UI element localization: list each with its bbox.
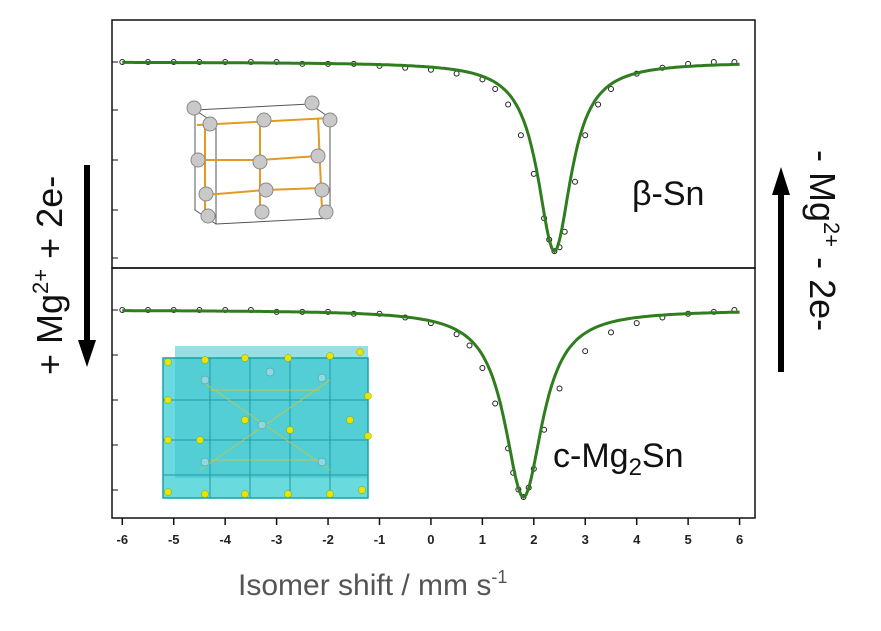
x-tick-label: 4 — [633, 532, 641, 547]
oxidation-arrow — [772, 167, 790, 372]
x-tick-label: -3 — [271, 532, 283, 547]
data-point — [517, 132, 524, 139]
x-axis-label: Isomer shift / mm s-1 — [238, 567, 507, 602]
x-tick-label: 6 — [736, 532, 743, 547]
beta-sn-structure-image — [186, 95, 338, 225]
oxidation-label: - Mg2+ - 2e- — [802, 150, 844, 331]
data-point — [608, 329, 614, 336]
data-point — [608, 86, 614, 92]
y-ticks — [112, 61, 118, 491]
x-tick-label: 2 — [530, 532, 537, 547]
data-point — [453, 331, 460, 338]
reduction-label: + Mg2+ + 2e- — [28, 176, 70, 375]
data-point — [520, 494, 527, 500]
mg2sn-label: c-Mg2Sn — [553, 437, 684, 481]
x-axis: -6 -5 -4 -3 -2 -1 0 1 2 3 4 5 6 — [117, 518, 743, 547]
data-point — [556, 385, 563, 392]
x-tick-label: 3 — [582, 532, 589, 547]
data-point — [505, 101, 512, 108]
x-tick-label: 0 — [427, 532, 434, 547]
data-point — [582, 132, 589, 139]
beta-sn-data-points — [119, 59, 738, 255]
beta-sn-label: β-Sn — [632, 175, 704, 213]
x-tick-label: -5 — [168, 532, 180, 547]
data-point — [551, 248, 558, 255]
x-tick-label: -1 — [374, 532, 386, 547]
x-tick-label: -2 — [322, 532, 334, 547]
data-point — [572, 178, 578, 185]
x-tick-label: 1 — [479, 532, 486, 547]
mg2sn-structure-image — [162, 346, 372, 499]
x-tick-label: 5 — [685, 532, 692, 547]
data-point — [453, 70, 460, 77]
x-tick-label: -6 — [117, 532, 129, 547]
x-tick-label: -4 — [219, 532, 231, 547]
data-point — [492, 400, 499, 407]
data-point — [466, 342, 473, 349]
data-point — [582, 348, 589, 355]
reduction-arrow — [78, 165, 96, 367]
data-point — [595, 101, 602, 108]
data-point — [633, 320, 640, 327]
data-point — [492, 86, 499, 92]
beta-sn-fit-curve — [122, 60, 740, 254]
bottom-panel-frame — [111, 267, 756, 519]
top-panel-frame — [111, 19, 756, 269]
data-point — [479, 365, 486, 371]
mg2sn-fit-curve — [122, 309, 740, 500]
